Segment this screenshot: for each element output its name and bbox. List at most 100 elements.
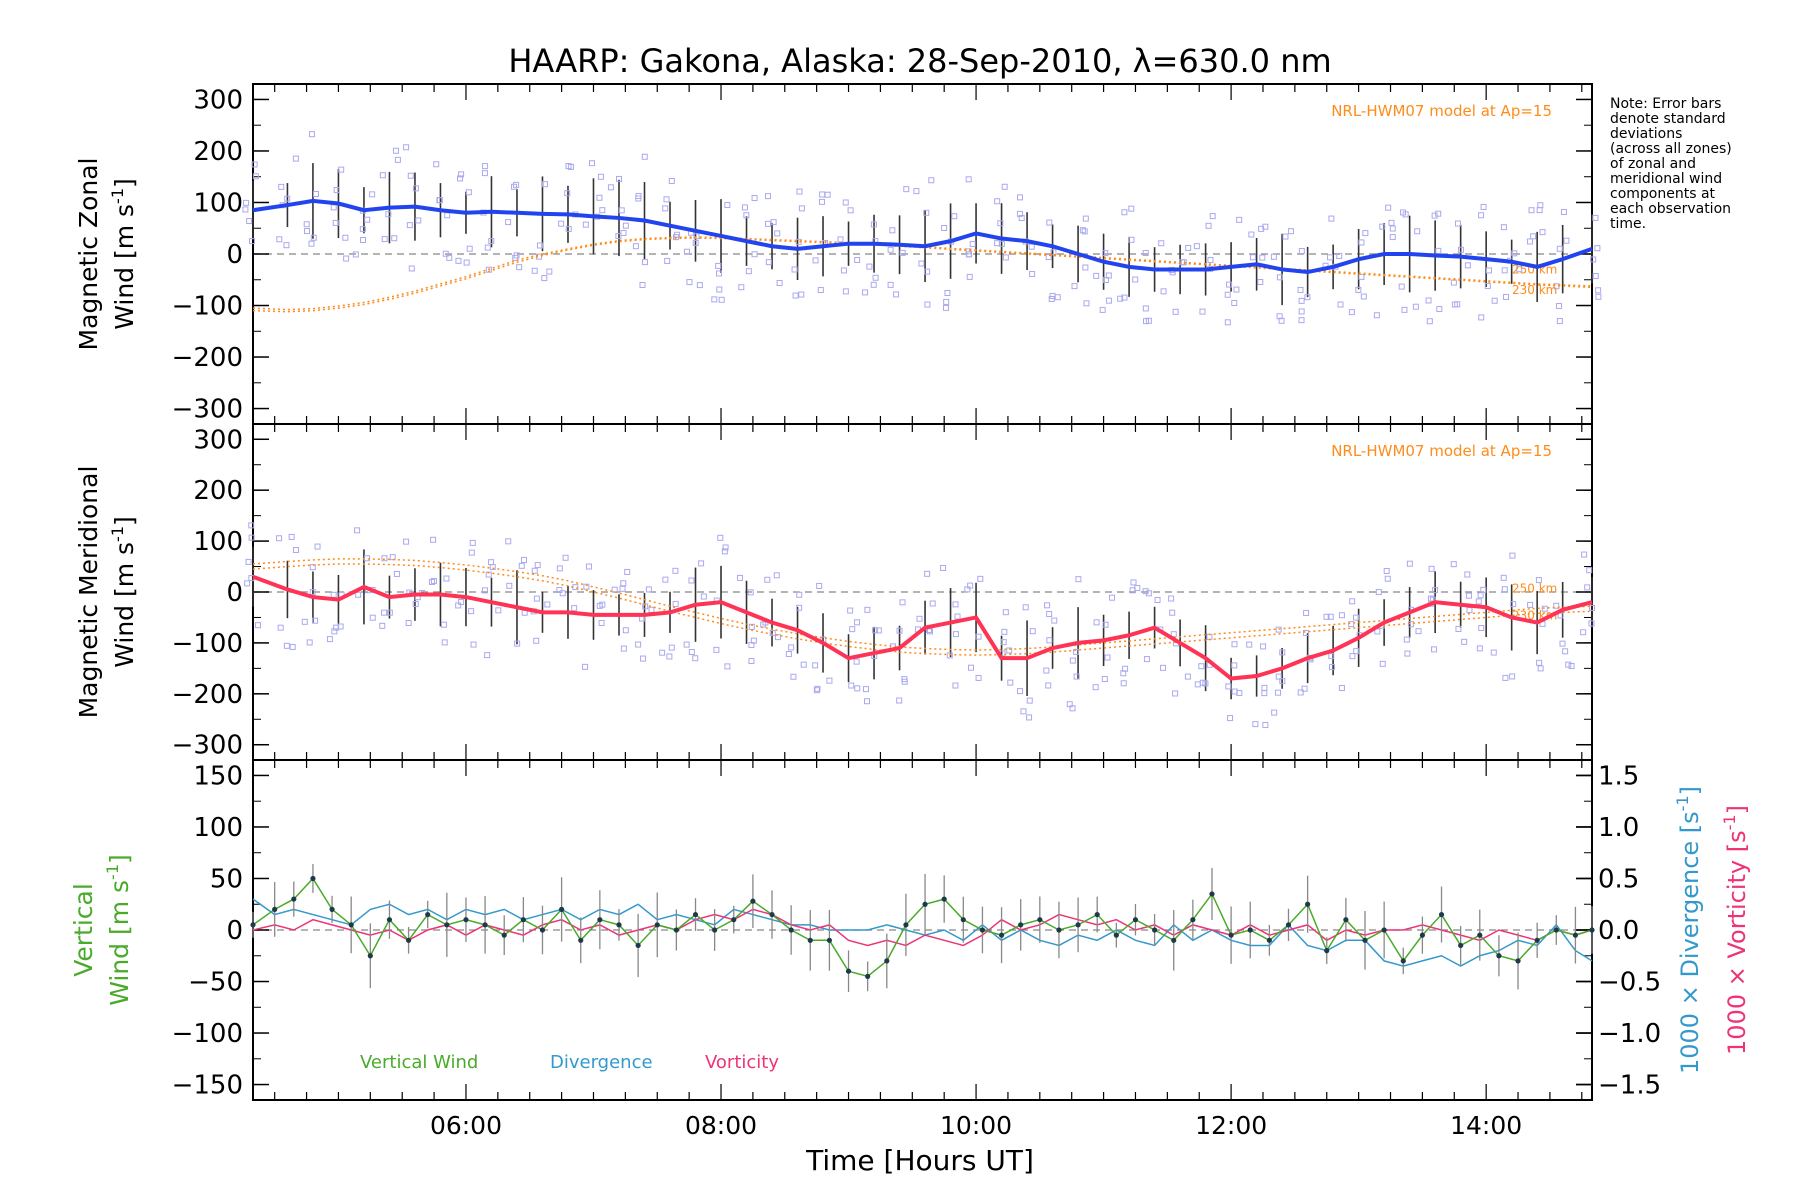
zone-point xyxy=(812,257,819,264)
y2-tick-label: −0.5 xyxy=(1598,968,1661,998)
zone-point xyxy=(1054,294,1061,301)
zone-point xyxy=(1158,240,1165,247)
zone-point xyxy=(481,170,488,177)
zone-point xyxy=(403,144,410,151)
zone-point xyxy=(1428,565,1435,572)
zone-point xyxy=(506,582,513,589)
vertical-wind-point xyxy=(1075,922,1081,928)
y-tick-label: 0 xyxy=(226,240,243,270)
zone-point xyxy=(546,268,553,275)
zone-point xyxy=(1231,300,1238,307)
zone-point xyxy=(942,304,949,311)
zone-point xyxy=(1511,250,1518,257)
y2-axis-label-sup: -1 xyxy=(1673,795,1692,811)
zone-point xyxy=(842,199,849,206)
zone-point xyxy=(1556,245,1563,252)
zone-point xyxy=(1092,684,1099,691)
vertical-wind-point xyxy=(1438,911,1445,918)
note-line: time. xyxy=(1610,216,1646,232)
zone-point xyxy=(1500,224,1507,231)
zone-point xyxy=(1379,223,1386,230)
zone-point xyxy=(1297,689,1304,696)
y-axis-label-sup: -1 xyxy=(108,188,127,204)
zone-point xyxy=(1271,709,1278,716)
vertical-wind-point xyxy=(731,917,737,923)
note-line: meridional wind xyxy=(1610,171,1722,187)
vertical-wind-point xyxy=(1362,937,1368,943)
zone-point xyxy=(1503,293,1510,300)
zone-point xyxy=(1414,228,1421,235)
zone-point xyxy=(686,279,693,286)
zone-point xyxy=(672,600,679,607)
zone-point xyxy=(1184,673,1191,680)
note-line: components at xyxy=(1610,186,1716,202)
zone-point xyxy=(1553,602,1560,609)
zone-point xyxy=(724,663,731,670)
zone-point xyxy=(791,266,798,273)
vertical-wind-point xyxy=(616,922,622,928)
vorticity-line xyxy=(252,908,1593,947)
zone-point xyxy=(849,626,856,633)
zone-point xyxy=(632,243,639,250)
vertical-wind-point xyxy=(1400,958,1406,964)
zone-point xyxy=(1129,587,1136,594)
zone-point xyxy=(893,291,900,298)
zone-point xyxy=(1450,279,1457,286)
zone-point xyxy=(292,155,299,162)
zone-point xyxy=(875,627,882,634)
zone-point xyxy=(692,239,699,246)
zone-point xyxy=(244,580,251,587)
zone-point xyxy=(693,233,700,240)
zone-point xyxy=(1017,688,1024,695)
vertical-wind-point xyxy=(807,937,813,943)
vertical-wind-point xyxy=(769,911,775,918)
zone-point xyxy=(582,663,589,670)
zone-point xyxy=(1002,609,1009,616)
vertical-wind-point xyxy=(1381,927,1387,933)
model-label: NRL-HWM07 model at Ap=15 xyxy=(1331,442,1552,460)
zone-point xyxy=(355,591,362,598)
zone-point xyxy=(1435,247,1442,254)
model-line xyxy=(252,237,1593,313)
vertical-wind-point xyxy=(654,922,660,928)
y-axis-label-line1: Vertical xyxy=(69,883,98,977)
zone-point xyxy=(444,212,451,219)
zone-point xyxy=(292,546,299,553)
zone-point xyxy=(965,176,972,183)
zone-point xyxy=(954,613,961,620)
zone-point xyxy=(1224,291,1231,298)
zone-point xyxy=(458,598,465,605)
zone-point xyxy=(1279,649,1286,656)
zone-point xyxy=(1233,286,1240,293)
zone-point xyxy=(1160,288,1167,295)
zone-point xyxy=(277,624,284,631)
zone-point xyxy=(1275,626,1282,633)
zone-point xyxy=(928,177,935,184)
zone-point xyxy=(1412,303,1419,310)
zone-point xyxy=(1454,220,1461,227)
zone-point xyxy=(326,636,333,643)
zone-point xyxy=(1491,297,1498,304)
zone-point xyxy=(465,189,472,196)
zone-point xyxy=(516,264,523,271)
zone-point xyxy=(1406,560,1413,567)
zone-point xyxy=(1480,586,1487,593)
zone-point xyxy=(864,606,871,613)
y-axis-label-sup: -1 xyxy=(108,526,127,542)
zone-point xyxy=(975,633,982,640)
zone-point xyxy=(301,618,308,625)
zone-point xyxy=(284,195,291,202)
zone-point xyxy=(1276,274,1283,281)
zone-point xyxy=(847,607,854,614)
zone-point xyxy=(854,685,861,692)
y-axis-label: Magnetic Meridional Wind [m s-1] xyxy=(74,466,139,719)
zone-point xyxy=(406,222,413,229)
zone-point xyxy=(1274,689,1281,696)
zone-point xyxy=(564,190,571,197)
zone-point xyxy=(505,538,512,545)
y-axis-label-close: ] xyxy=(105,854,134,864)
zone-point xyxy=(369,614,376,621)
vertical-wind-point xyxy=(1209,891,1215,897)
x-tick-label: 10:00 xyxy=(940,1111,1012,1140)
zone-point xyxy=(1193,243,1200,250)
